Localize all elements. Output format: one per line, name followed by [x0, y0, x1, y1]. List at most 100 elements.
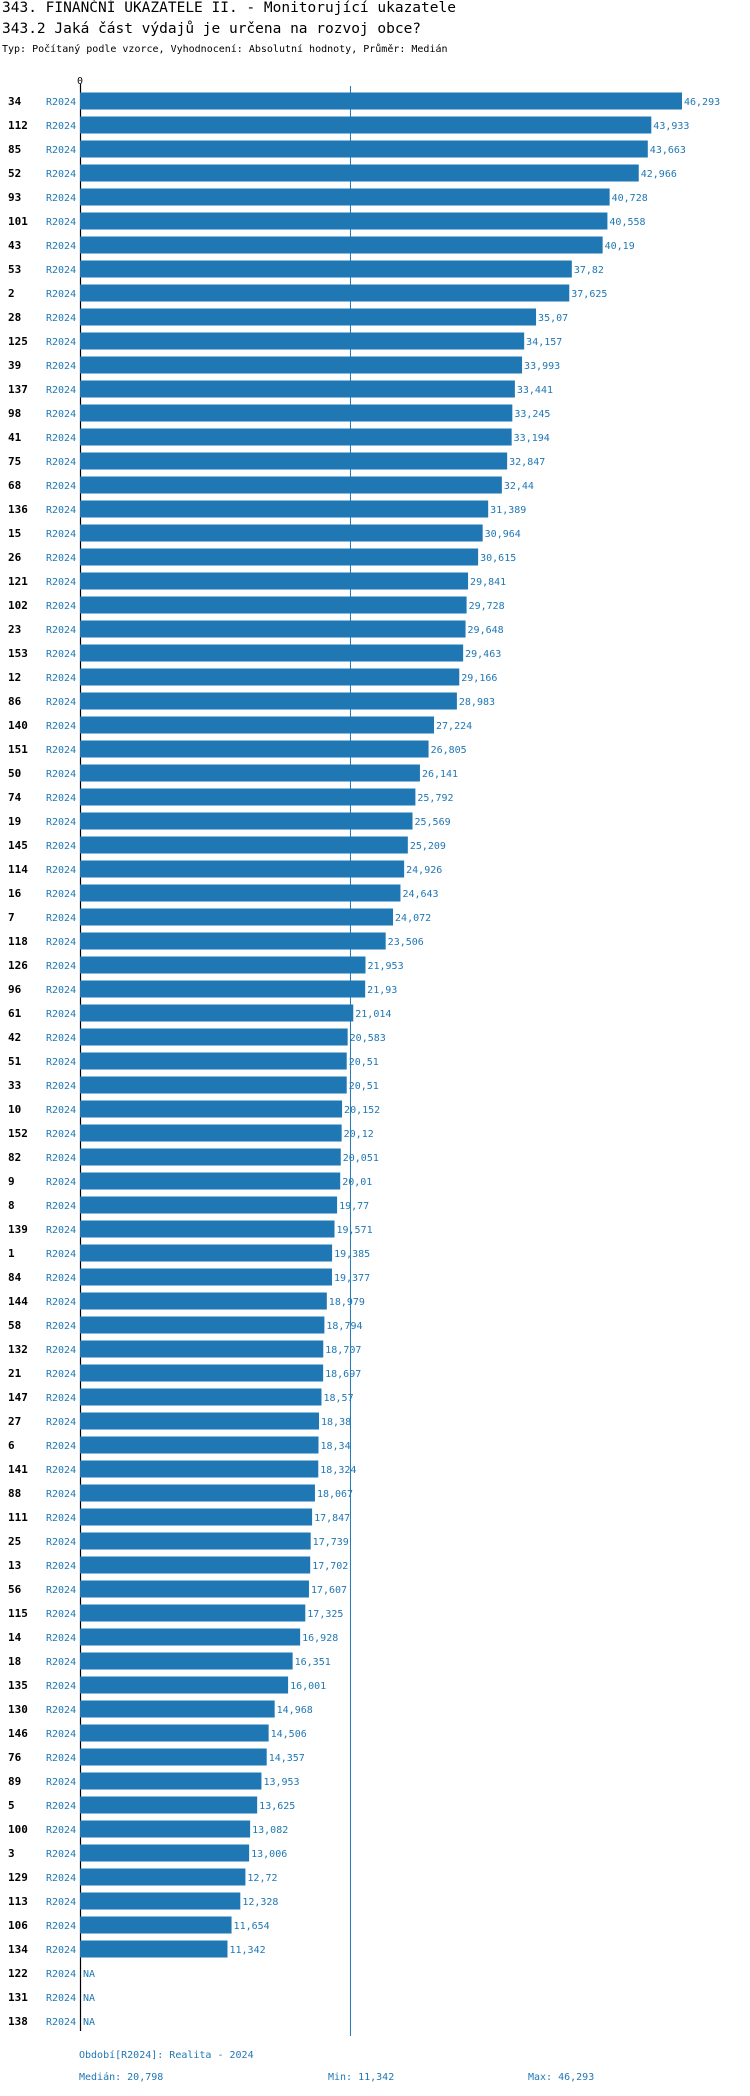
value-label: 33,993 [524, 361, 560, 372]
series-label: R2024 [46, 2017, 76, 2028]
bar [80, 236, 603, 254]
value-label: 37,625 [571, 289, 607, 300]
bar [80, 860, 405, 878]
series-label: R2024 [46, 1009, 76, 1020]
category-label: 118 [8, 935, 28, 948]
value-label: 25,209 [410, 841, 446, 852]
category-label: 42 [8, 1031, 21, 1044]
value-label: 19,377 [334, 1273, 370, 1284]
chart-title: 343. FINANČNÍ UKAZATELE II. - Monitorují… [2, 0, 456, 16]
series-label: R2024 [46, 985, 76, 996]
value-label: 18,707 [325, 1345, 361, 1356]
series-label: R2024 [46, 457, 76, 468]
value-label: 29,166 [461, 673, 497, 684]
series-label: R2024 [46, 385, 76, 396]
value-label: 29,841 [470, 577, 506, 588]
category-label: 14 [8, 1631, 22, 1644]
value-label: 19,571 [337, 1225, 373, 1236]
value-label: 26,805 [431, 745, 467, 756]
value-label: 35,07 [538, 313, 568, 324]
category-label: 102 [8, 599, 28, 612]
series-label: R2024 [46, 1897, 76, 1908]
series-label: R2024 [46, 817, 76, 828]
value-label: 18,697 [325, 1369, 361, 1380]
series-label: R2024 [46, 1801, 76, 1812]
category-label: 114 [8, 863, 28, 876]
bar [80, 1796, 258, 1814]
bar [80, 1004, 354, 1022]
value-label: 18,34 [320, 1441, 350, 1452]
value-label: 21,014 [355, 1009, 391, 1020]
series-label: R2024 [46, 121, 76, 132]
bar [80, 1268, 332, 1286]
category-label: 8 [8, 1199, 15, 1212]
category-label: 126 [8, 959, 28, 972]
bar [80, 92, 682, 110]
series-label: R2024 [46, 1561, 76, 1572]
bar [80, 1028, 348, 1046]
series-label: R2024 [46, 961, 76, 972]
bar [80, 1100, 343, 1118]
series-label: R2024 [46, 889, 76, 900]
value-label: 24,643 [402, 889, 438, 900]
category-label: 98 [8, 407, 21, 420]
category-label: 137 [8, 383, 28, 396]
value-label: 33,194 [514, 433, 550, 444]
series-label: R2024 [46, 1849, 76, 1860]
category-label: 7 [8, 911, 15, 924]
bar [80, 596, 467, 614]
series-label: R2024 [46, 313, 76, 324]
value-label: 29,648 [468, 625, 504, 636]
value-label: 16,001 [290, 1681, 326, 1692]
na-label: NA [83, 2017, 95, 2028]
series-label: R2024 [46, 1825, 76, 1836]
value-label: 32,847 [509, 457, 545, 468]
series-label: R2024 [46, 721, 76, 732]
category-label: 56 [8, 1583, 22, 1596]
value-label: 18,794 [326, 1321, 362, 1332]
category-label: 115 [8, 1607, 28, 1620]
series-label: R2024 [46, 241, 76, 252]
value-label: 17,607 [311, 1585, 347, 1596]
footer-period: Období[R2024]: Realita - 2024 [79, 2050, 254, 2061]
series-label: R2024 [46, 361, 76, 372]
bar [80, 1220, 335, 1238]
category-label: 125 [8, 335, 28, 348]
series-label: R2024 [46, 1417, 76, 1428]
bar [80, 524, 483, 542]
category-label: 61 [8, 1007, 22, 1020]
category-label: 101 [8, 215, 28, 228]
series-label: R2024 [46, 1441, 76, 1452]
category-label: 89 [8, 1775, 21, 1788]
bar [80, 884, 401, 902]
series-label: R2024 [46, 841, 76, 852]
value-label: 20,12 [344, 1129, 374, 1140]
category-label: 135 [8, 1679, 28, 1692]
bar [80, 1388, 322, 1406]
bar [80, 1340, 324, 1358]
value-label: 20,051 [343, 1153, 379, 1164]
series-label: R2024 [46, 1681, 76, 1692]
series-label: R2024 [46, 1345, 76, 1356]
bar [80, 572, 469, 590]
value-label: 14,968 [277, 1705, 313, 1716]
category-label: 145 [8, 839, 28, 852]
series-label: R2024 [46, 793, 76, 804]
category-label: 144 [8, 1295, 28, 1308]
bar [80, 1724, 269, 1742]
series-label: R2024 [46, 1105, 76, 1116]
value-label: 13,082 [252, 1825, 288, 1836]
series-label: R2024 [46, 1489, 76, 1500]
category-label: 131 [8, 1991, 28, 2004]
series-label: R2024 [46, 1297, 76, 1308]
value-label: 19,385 [334, 1249, 370, 1260]
series-label: R2024 [46, 745, 76, 756]
series-label: R2024 [46, 1585, 76, 1596]
category-label: 100 [8, 1823, 28, 1836]
bar [80, 1172, 341, 1190]
category-label: 140 [8, 719, 28, 732]
category-label: 39 [8, 359, 21, 372]
category-label: 75 [8, 455, 21, 468]
value-label: 20,51 [349, 1057, 379, 1068]
series-label: R2024 [46, 625, 76, 636]
